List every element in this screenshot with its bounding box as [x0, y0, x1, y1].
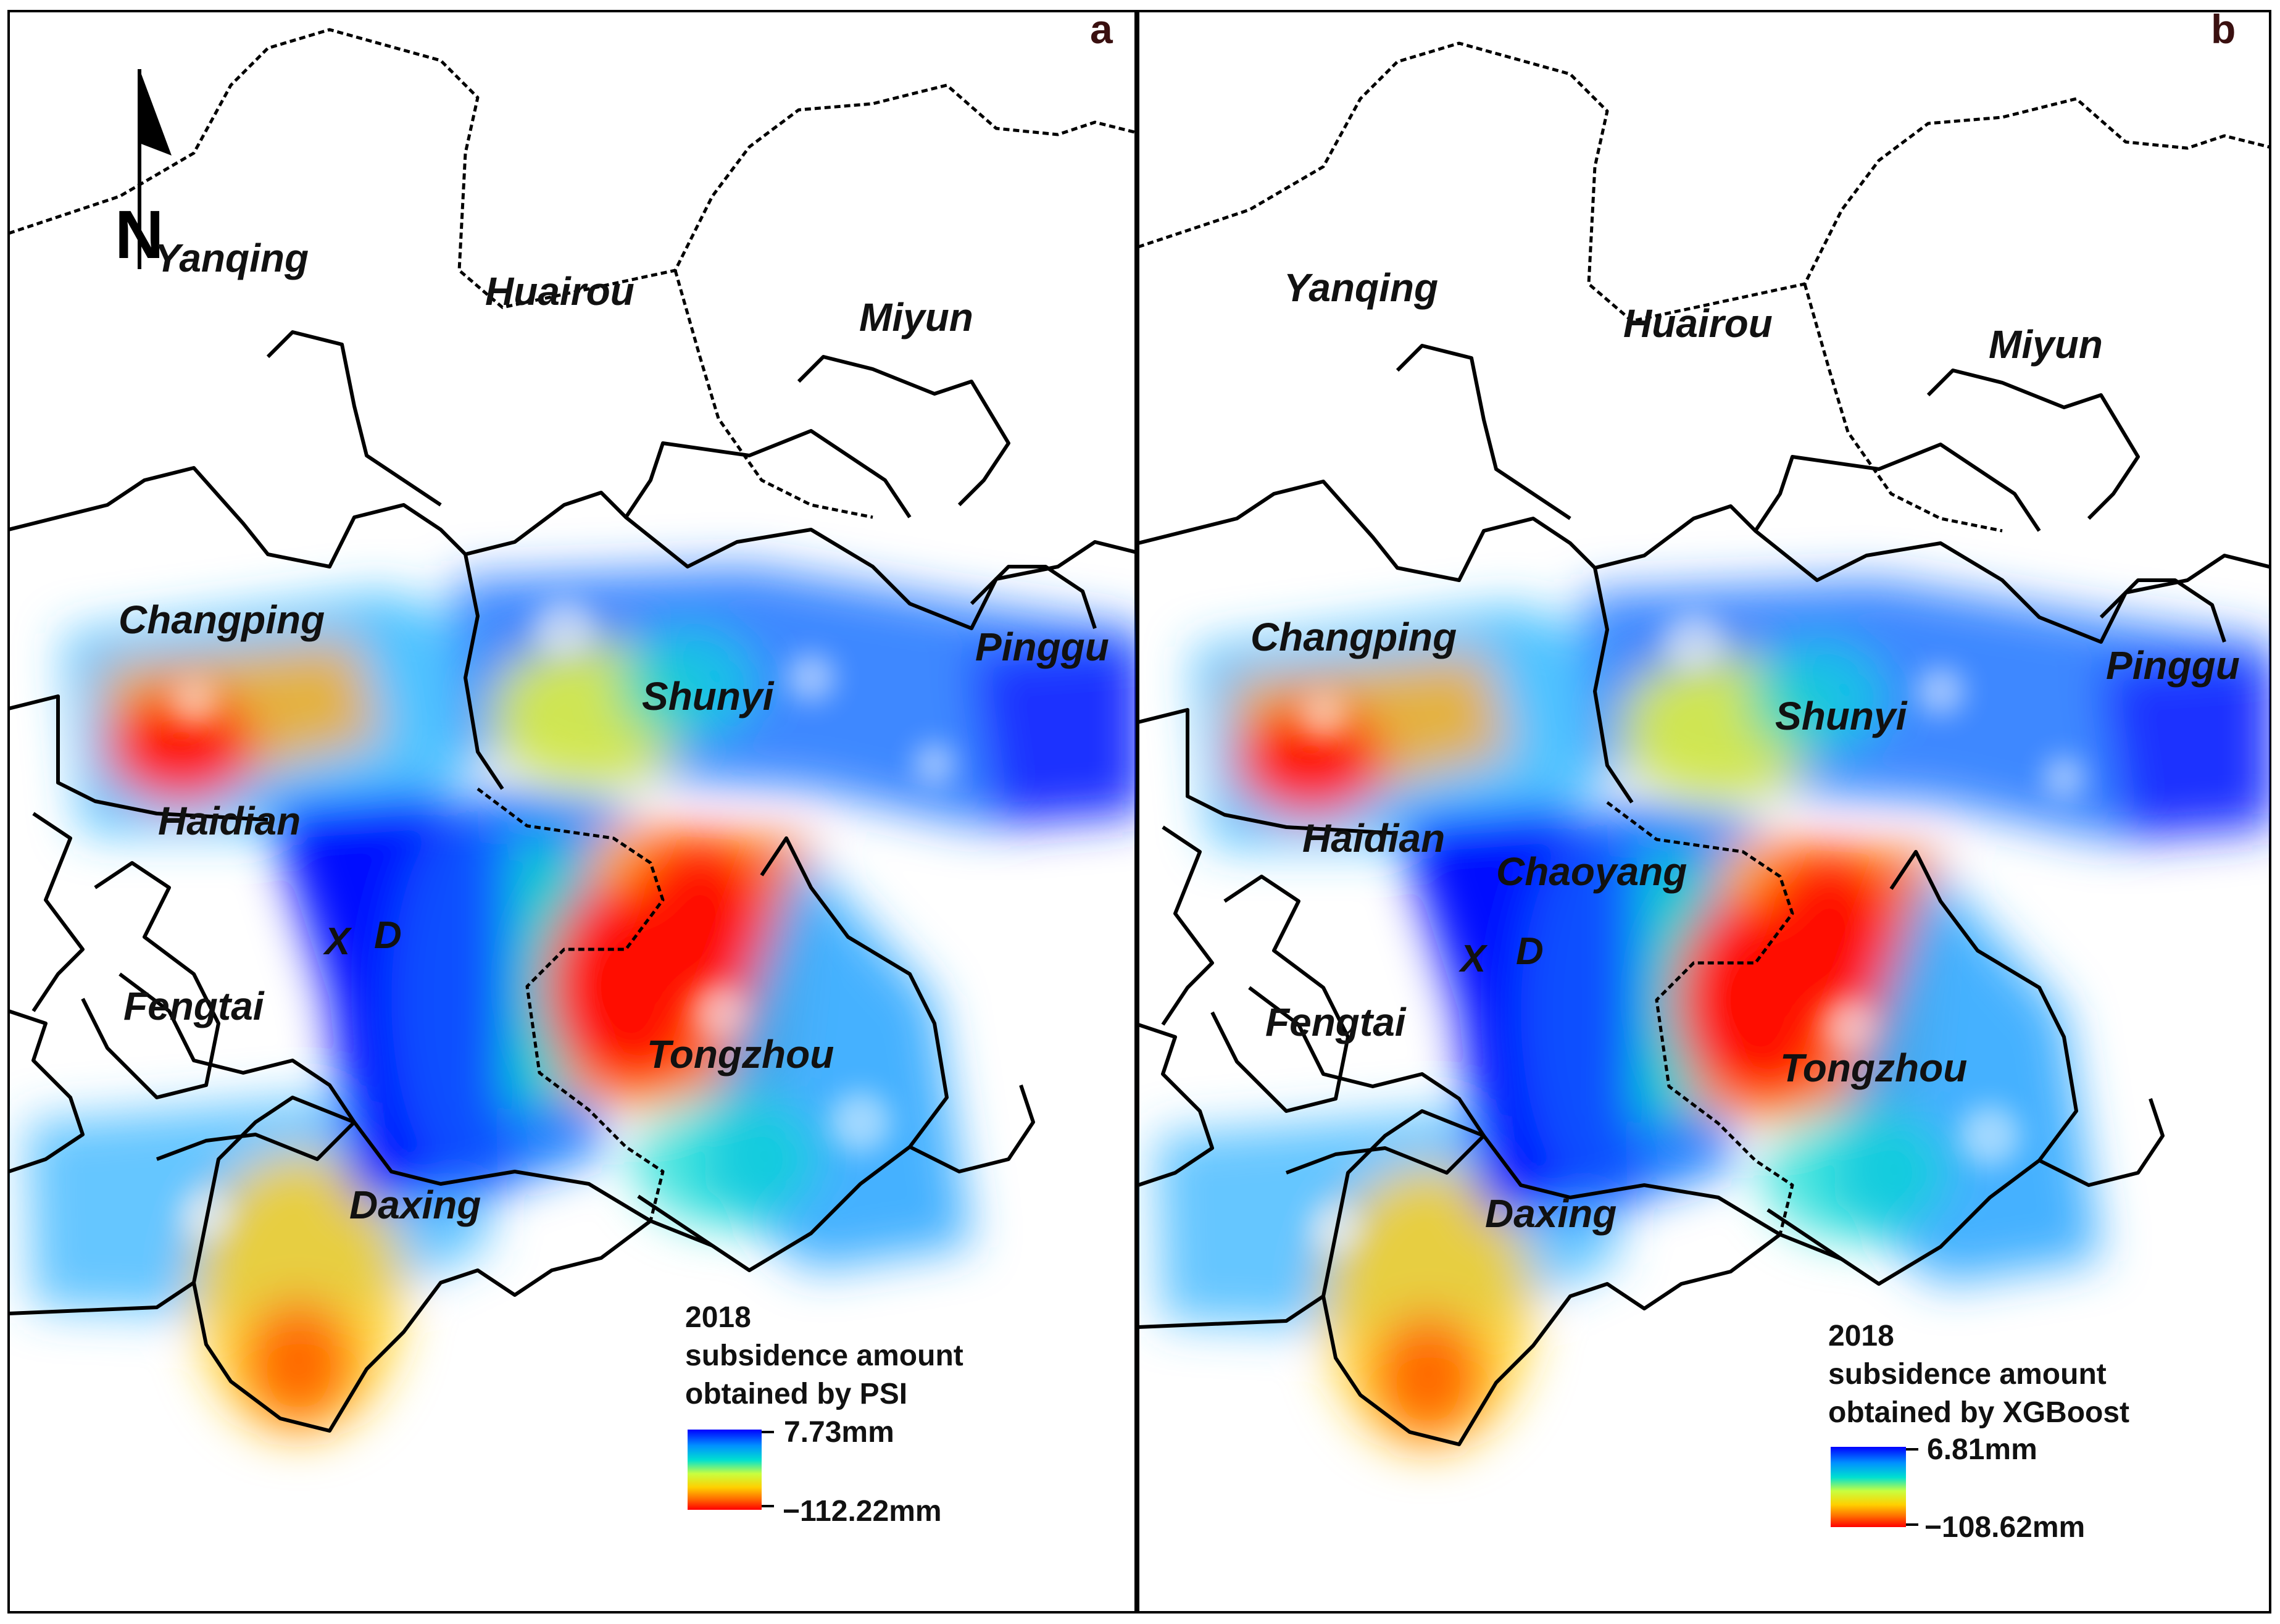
legend-b-title-line3: obtained by XGBoost — [1828, 1396, 2129, 1429]
district-label-daxing: Daxing — [349, 1183, 481, 1227]
legend-a-min-label: −112.22mm — [783, 1495, 942, 1528]
legend-b-max-label: 6.81mm — [1927, 1433, 2037, 1466]
panel-a-letter: a — [1090, 6, 1113, 52]
district-label-d-b: D — [1516, 930, 1544, 973]
district-label-haidian-b: Haidian — [1302, 816, 1445, 860]
legend-a-title-line1: 2018 — [685, 1301, 751, 1334]
legend-b-min-label: −108.62mm — [1924, 1511, 2085, 1544]
district-label-fengtai: Fengtai — [123, 984, 265, 1028]
legend-a: 2018 subsidence amount obtained by PSI 7… — [685, 1301, 963, 1528]
district-label-chaoyang-b: Chaoyang — [1496, 849, 1687, 894]
district-label-yanqing-b: Yanqing — [1284, 265, 1438, 310]
district-label-changping-b: Changping — [1250, 615, 1457, 659]
legend-b-title-line2: subsidence amount — [1828, 1358, 2107, 1391]
district-label-x-b: X — [1458, 938, 1488, 980]
legend-b-colorbar — [1831, 1447, 1906, 1527]
district-label-changping: Changping — [119, 598, 325, 642]
district-label-miyun: Miyun — [859, 295, 973, 339]
legend-a-title-line2: subsidence amount — [685, 1339, 963, 1372]
district-label-miyun-b: Miyun — [1989, 322, 2103, 367]
district-label-shunyi-b: Shunyi — [1775, 694, 1908, 738]
legend-a-colorbar — [688, 1430, 762, 1510]
district-label-fengtai-b: Fengtai — [1265, 1000, 1407, 1044]
north-label: N — [115, 197, 164, 273]
panel-b-letter: b — [2211, 6, 2236, 52]
district-label-yanqing: Yanqing — [154, 236, 309, 280]
district-label-haidian: Haidian — [158, 799, 301, 843]
north-arrow-icon: N — [115, 69, 172, 273]
district-label-pinggu-b: Pinggu — [2106, 643, 2240, 688]
district-label-d: D — [374, 914, 402, 957]
district-label-daxing-b: Daxing — [1485, 1191, 1616, 1236]
district-label-x: X — [323, 920, 352, 963]
district-label-tongzhou-b: Tongzhou — [1780, 1046, 1967, 1090]
district-label-huairou: Huairou — [485, 269, 634, 314]
district-label-shunyi: Shunyi — [642, 674, 775, 718]
legend-a-title-line3: obtained by PSI — [685, 1378, 907, 1410]
district-label-huairou-b: Huairou — [1623, 301, 1773, 346]
panel-a: N a Yanqing Huairou Miyun Changping Ping… — [7, 6, 1137, 1614]
legend-a-max-label: 7.73mm — [784, 1416, 894, 1449]
legend-b-title-line1: 2018 — [1828, 1320, 1894, 1352]
district-label-tongzhou: Tongzhou — [647, 1032, 834, 1076]
legend-b: 2018 subsidence amount obtained by XGBoo… — [1828, 1320, 2129, 1544]
district-label-pinggu: Pinggu — [975, 625, 1109, 669]
panel-b: b Yanqing Huairou Miyun Changping Pinggu… — [1137, 6, 2271, 1614]
